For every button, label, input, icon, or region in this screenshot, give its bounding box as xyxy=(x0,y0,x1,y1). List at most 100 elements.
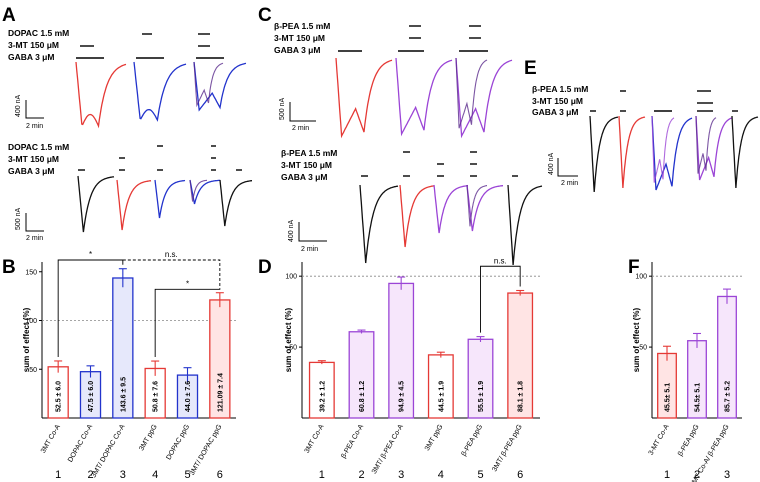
category-label: 3MT ppG xyxy=(138,424,159,453)
panel-label-c: C xyxy=(258,5,272,26)
category-label: β-PEA ppG xyxy=(677,424,701,458)
data-label: 45.5± 5.1 xyxy=(665,383,672,412)
data-label: 60.8 ± 1.2 xyxy=(359,381,366,412)
significance-label: n.s. xyxy=(165,250,178,259)
current-trace xyxy=(116,179,152,231)
current-trace xyxy=(77,175,115,233)
panel-label-e: E xyxy=(524,58,537,79)
significance-label: n.s. xyxy=(494,256,507,265)
scale-x-label: 2 min xyxy=(292,125,309,132)
current-trace xyxy=(359,184,399,264)
current-trace xyxy=(695,115,717,174)
scale-y-label: 400 nA xyxy=(15,94,22,117)
drug-label: GABA 3 μM xyxy=(8,166,54,176)
current-trace xyxy=(466,184,487,227)
data-label: 143.6 ± 9.5 xyxy=(120,377,127,412)
category-number: 3 xyxy=(120,469,126,481)
data-label: 47.5 ± 6.0 xyxy=(88,381,95,412)
scale-y-label: 500 nA xyxy=(15,207,22,230)
scale-x-label: 2 min xyxy=(561,180,578,187)
category-number: 3 xyxy=(398,469,404,481)
current-trace xyxy=(395,57,453,137)
drug-label: β-PEA 1.5 mM xyxy=(532,84,588,94)
drug-label: β-PEA 1.5 mM xyxy=(274,21,330,31)
bar xyxy=(427,354,454,419)
drug-label: GABA 3 μM xyxy=(532,107,578,117)
data-label: 44.0 ± 7.6 xyxy=(185,381,192,412)
current-trace xyxy=(618,115,646,189)
data-label: 85.7 ± 5.2 xyxy=(725,381,732,412)
current-trace xyxy=(193,61,224,108)
category-label: β-PEA Co-A xyxy=(340,423,365,460)
current-trace xyxy=(193,61,247,112)
current-trace xyxy=(651,115,693,191)
bar xyxy=(348,331,375,419)
current-trace xyxy=(695,115,733,181)
panel-label-a: A xyxy=(2,5,16,26)
current-trace xyxy=(133,61,187,122)
panel-c-bottom-scale-bar: 400 nA 2 min xyxy=(288,219,327,253)
significance-label: * xyxy=(186,279,189,288)
panel-c-bottom-drug-labels: β-PEA 1.5 mM 3-MT 150 μM GABA 3 μM xyxy=(281,148,337,182)
y-axis-label: sum of effect (%) xyxy=(284,307,293,372)
bar xyxy=(507,292,534,419)
drug-label: GABA 3 μM xyxy=(274,45,320,55)
significance-bracket xyxy=(480,265,521,333)
current-trace xyxy=(455,57,513,139)
scale-x-label: 2 min xyxy=(26,235,43,242)
category-number: 3 xyxy=(724,469,730,481)
drug-label: 3-MT 150 μM xyxy=(532,96,583,106)
data-label: 39.2 ± 1.2 xyxy=(319,381,326,412)
drug-label: DOPAC 1.5 mM xyxy=(8,142,69,152)
panel-a-bottom-drug-labels: DOPAC 1.5 mM 3-MT 150 μM GABA 3 μM xyxy=(8,142,69,176)
bar xyxy=(388,282,415,419)
chart-f: sum of effect (%)50 100 45.5± 5.1 3-MT Co-A… xyxy=(632,262,742,482)
drug-label: 3-MT 150 μM xyxy=(274,33,325,43)
category-label: 3MT/ β-PEA Co-A xyxy=(371,423,405,475)
category-label: 3-MT Co-A xyxy=(648,423,671,456)
current-trace xyxy=(507,184,543,266)
chart-b: sum of effect (%)50 100 150 52.5 ± 6.0 3MT C… xyxy=(22,250,236,481)
data-label: 44.5 ± 1.9 xyxy=(438,381,445,412)
scale-y-label: 500 nA xyxy=(279,97,286,120)
category-number: 6 xyxy=(217,469,223,481)
scale-y-label: 400 nA xyxy=(548,152,555,175)
data-label: 121.09 ± 7.4 xyxy=(217,373,224,412)
significance-bracket xyxy=(122,259,221,289)
category-number: 2 xyxy=(87,469,93,481)
significance-bracket xyxy=(57,259,124,357)
category-label: 3MT Co-A xyxy=(40,423,62,454)
category-number: 2 xyxy=(694,469,700,481)
category-number: 4 xyxy=(152,469,158,481)
panel-label-b: B xyxy=(2,257,16,278)
category-number: 6 xyxy=(517,469,523,481)
y-tick-label: 50 xyxy=(29,367,37,374)
data-label: 54.5± 5.1 xyxy=(695,383,702,412)
category-number: 4 xyxy=(438,469,444,481)
drug-label: 3-MT 150 μM xyxy=(8,154,59,164)
y-axis-label: sum of effect (%) xyxy=(632,307,641,372)
y-tick-label: 50 xyxy=(289,345,297,352)
panel-a-top-scale-bar: 400 nA 2 min xyxy=(15,94,44,130)
bar xyxy=(467,338,494,419)
current-trace xyxy=(399,184,435,248)
category-number: 1 xyxy=(664,469,670,481)
y-tick-label: 150 xyxy=(25,269,37,276)
panel-label-f: F xyxy=(628,257,640,278)
panel-label-d: D xyxy=(258,257,272,278)
data-label: 52.5 ± 6.0 xyxy=(56,381,63,412)
current-trace xyxy=(731,115,759,189)
current-trace xyxy=(466,184,503,232)
category-number: 5 xyxy=(477,469,483,481)
category-label: 3MT ppG xyxy=(424,424,445,453)
current-traces xyxy=(75,25,759,266)
current-trace xyxy=(154,179,186,219)
bar xyxy=(308,361,335,419)
significance-bracket xyxy=(154,288,221,358)
y-tick-label: 100 xyxy=(635,274,647,281)
current-trace xyxy=(651,115,675,183)
drug-label: GABA 3 μM xyxy=(8,52,54,62)
category-label: DOPAC Co-A xyxy=(67,423,94,463)
panel-e-scale-bar: 400 nA 2 min xyxy=(548,152,578,187)
